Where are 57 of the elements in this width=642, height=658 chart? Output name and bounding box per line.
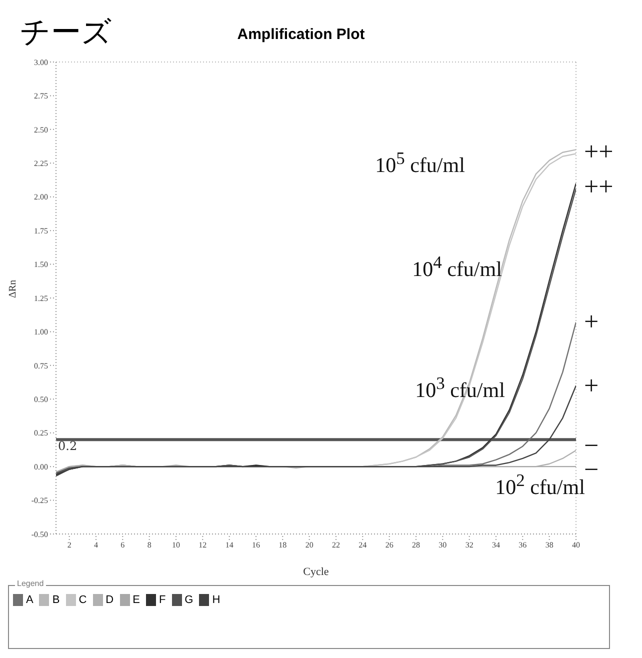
- y-tick-label: 2.25: [34, 158, 48, 168]
- y-tick-label: -0.50: [31, 530, 48, 539]
- legend-label: F: [158, 594, 166, 606]
- y-tick-label: 1.25: [34, 294, 48, 303]
- y-tick-label: 1.75: [34, 226, 48, 236]
- x-tick-label: 24: [358, 540, 367, 550]
- x-tick-label: 20: [305, 540, 314, 550]
- legend-label: A: [25, 594, 34, 606]
- annotation: 10$^{4}$ cfu/ml: [412, 252, 502, 282]
- legend-label: E: [132, 594, 140, 606]
- y-tick-label: 2.50: [34, 125, 48, 134]
- y-axis-title: ΔRn: [8, 280, 19, 298]
- x-tick-label: 2: [67, 540, 72, 550]
- x-tick-label: 40: [572, 540, 580, 550]
- x-tick-label: 18: [278, 540, 287, 550]
- x-tick-label: 28: [412, 540, 420, 550]
- x-tick-label: 4: [94, 540, 98, 550]
- annotation: 10$^{5}$ cfu/ml: [375, 148, 465, 178]
- x-axis-title: Cycle: [303, 566, 329, 578]
- x-tick-label: 6: [120, 540, 125, 550]
- text: +: [584, 371, 599, 400]
- legend-label: C: [78, 594, 87, 606]
- chart-title: Amplification Plot: [237, 26, 365, 43]
- x-tick-label: 14: [225, 540, 234, 550]
- legend-title: Legend: [15, 579, 46, 588]
- legend-label: D: [104, 594, 114, 606]
- x-tick-label: 8: [147, 540, 152, 550]
- x-tick-label: 30: [438, 540, 447, 550]
- y-tick-label: 2.00: [34, 192, 48, 202]
- legend-label: B: [51, 594, 60, 606]
- chart-subtitle: チーズ: [20, 14, 112, 52]
- text: ++: [584, 172, 614, 201]
- annotation: 10$^{2}$ cfu/ml: [495, 470, 585, 500]
- x-tick-label: 12: [198, 540, 207, 550]
- x-tick-label: 34: [492, 540, 500, 550]
- y-tick-label: 0.75: [34, 361, 48, 370]
- text: +: [584, 307, 599, 336]
- y-tick-label: 2.75: [34, 92, 48, 101]
- x-tick-label: 16: [252, 540, 260, 550]
- x-tick-label: 10: [172, 540, 180, 550]
- x-tick-label: 32: [465, 540, 474, 550]
- x-tick-label: 38: [545, 540, 554, 550]
- y-tick-label: 0.00: [34, 462, 48, 472]
- text: ++: [584, 137, 614, 166]
- y-tick-label: -0.25: [31, 496, 48, 506]
- y-tick-label: 3.00: [34, 58, 48, 67]
- x-tick-label: 36: [518, 540, 527, 550]
- legend-label: H: [211, 594, 220, 606]
- y-tick-label: 0.50: [34, 394, 48, 404]
- y-tick-label: 1.00: [34, 328, 48, 337]
- y-tick-label: 1.50: [34, 260, 48, 270]
- annotation: 10$^{3}$ cfu/ml: [415, 373, 505, 403]
- legend-label: G: [184, 594, 194, 606]
- x-tick-label: 26: [385, 540, 394, 550]
- y-tick-label: 0.25: [34, 428, 48, 438]
- x-tick-label: 22: [332, 540, 340, 550]
- ref-line-label: 0.2: [58, 439, 78, 454]
